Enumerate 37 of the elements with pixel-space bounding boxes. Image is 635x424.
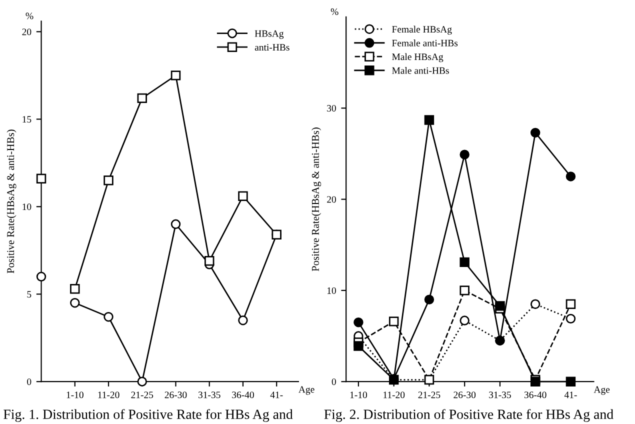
y-tick-label: 30 [327, 105, 336, 112]
y-axis-title: Positive Rate(HBsAg & anti-HBs) [6, 130, 16, 274]
y-tick-label: 20 [22, 28, 32, 36]
y-tick-label: 10 [327, 287, 336, 294]
x-tick-label: 11-20 [384, 392, 405, 398]
y-tick-label: 20 [327, 196, 336, 203]
x-tick-label: 26-30 [164, 392, 187, 398]
y-tick-label: 15 [22, 116, 32, 123]
x-axis-title: Age [594, 386, 610, 395]
x-tick-label: 36-40 [524, 392, 546, 398]
x-axis-title: Age [298, 386, 314, 395]
text: % [330, 8, 338, 16]
x-tick-label: 1-10 [350, 392, 367, 398]
legend-label: Female HBsAg [392, 26, 452, 35]
x-tick-label: 11-20 [98, 392, 120, 398]
caption: Fig. 1. Distribution of Positive Rate for HBs Ag and [4, 409, 293, 422]
x-tick-label: 31-35 [198, 392, 220, 398]
text: % [26, 12, 34, 20]
y-tick-label: 0 [27, 378, 32, 386]
legend-label: HBsAg [254, 30, 284, 39]
legend-label: anti-HBs [254, 44, 290, 51]
x-tick-label: 41- [564, 392, 577, 398]
legend-label: Female anti-HBs [392, 40, 458, 46]
x-tick-label: 31-35 [489, 392, 511, 398]
x-tick-label: 41- [270, 392, 283, 398]
legend-label: Male anti-HBs [392, 67, 449, 74]
x-tick-label: 21-25 [131, 392, 154, 398]
y-tick-label: 0 [332, 378, 336, 386]
y-axis-title: Positive Rate(HBsAg & anti-HBs) [312, 128, 322, 272]
x-tick-label: 36-40 [232, 392, 254, 398]
caption: Fig. 2. Distribution of Positive Rate for HBs Ag and [324, 409, 614, 422]
y-tick-label: 10 [22, 204, 32, 210]
y-tick-label: 5 [27, 291, 32, 298]
x-tick-label: 1-10 [66, 392, 84, 398]
legend-label: Male HBsAg [392, 53, 444, 62]
x-tick-label: 21-25 [418, 392, 440, 398]
x-tick-label: 26-30 [454, 392, 476, 398]
